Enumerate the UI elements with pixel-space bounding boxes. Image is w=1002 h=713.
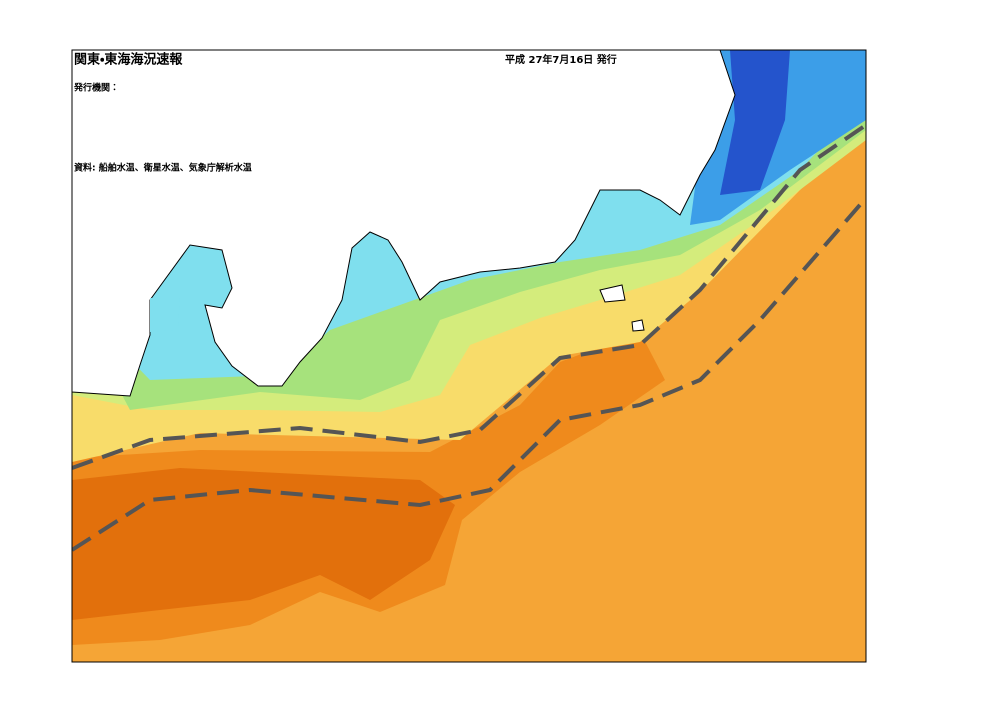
current-axis <box>72 123 866 470</box>
sea-zone <box>720 50 790 195</box>
current-axis <box>72 196 866 552</box>
land <box>72 50 736 397</box>
map-frame <box>71 49 867 663</box>
source: 資料: 船舶水温、衛星水温、気象庁解析水温 <box>74 162 252 174</box>
title: 関東・東海海況速報 <box>74 52 183 68</box>
island <box>631 319 645 332</box>
map-area <box>72 50 866 662</box>
issuers-label: 発行機関： <box>73 82 119 94</box>
island <box>599 284 626 303</box>
sea-zone <box>72 468 455 620</box>
issue-date: 平成 27年7月16日 発行 <box>505 53 617 66</box>
sea-zone <box>150 298 180 332</box>
